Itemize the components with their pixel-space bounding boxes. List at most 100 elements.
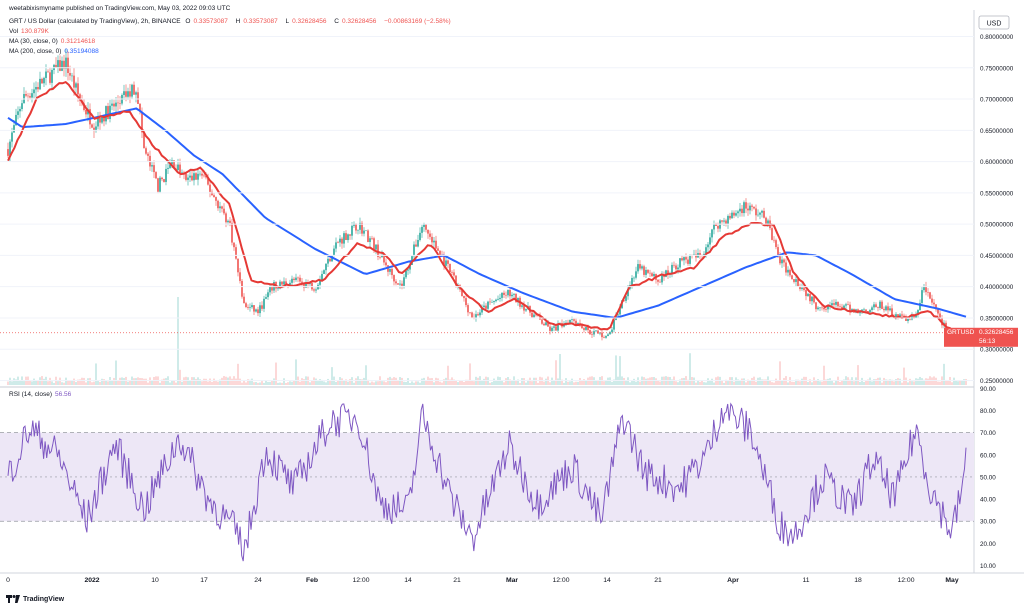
volume-bar [789, 377, 791, 385]
volume-bar [551, 377, 553, 385]
time-tick-label: 11 [802, 577, 809, 584]
volume-bar [415, 381, 417, 385]
volume-bar [697, 380, 699, 385]
volume-bar [887, 379, 889, 385]
candle-body [777, 247, 779, 257]
candle-body [811, 296, 813, 302]
candle-body [315, 289, 317, 291]
tradingview-logo[interactable]: TradingView [6, 595, 64, 603]
candle-body [391, 268, 393, 276]
candle-body [507, 289, 509, 296]
volume-bar [243, 380, 245, 385]
candle-body [357, 229, 359, 231]
candle-body [795, 279, 797, 282]
volume-bar [301, 378, 303, 385]
candle-body [209, 184, 211, 192]
volume-bar [101, 378, 103, 385]
volume-bar [161, 379, 163, 385]
volume-bar [659, 381, 661, 385]
volume-bar [181, 381, 183, 385]
candle-body [631, 277, 633, 286]
price-tick-label: 0.75000000 [980, 65, 1014, 72]
candle-body [699, 253, 701, 256]
candle-body [713, 224, 715, 230]
candle-body [673, 264, 675, 266]
candle-body [177, 164, 179, 171]
volume-bar [313, 377, 315, 385]
volume-bar [725, 379, 727, 385]
candle-body [347, 234, 349, 241]
volume-bar [623, 377, 625, 385]
volume-bar [823, 365, 825, 385]
candle-body [245, 303, 247, 307]
legend-low: L 0.32628456 [285, 18, 327, 25]
volume-bar [567, 381, 569, 385]
candle-body [217, 200, 219, 209]
volume-bar [577, 381, 579, 385]
volume-bar [191, 377, 193, 385]
candle-body [491, 302, 493, 303]
candle-body [29, 96, 31, 98]
volume-bar [239, 378, 241, 385]
candle-body [763, 210, 765, 218]
volume-bar [147, 382, 149, 385]
volume-bar [459, 380, 461, 385]
volume-bar [915, 378, 917, 385]
candle-body [15, 114, 17, 126]
volume-bar [853, 381, 855, 385]
candle-body [887, 306, 889, 311]
volume-bar [527, 379, 529, 385]
rsi-tick-label: 90.00 [980, 386, 996, 393]
candle-body [693, 254, 695, 256]
candle-body [747, 208, 749, 211]
candle-body [279, 281, 281, 289]
candle-body [247, 306, 249, 308]
volume-bar [169, 382, 171, 385]
candle-body [787, 269, 789, 273]
candle-body [617, 314, 619, 316]
candle-body [221, 206, 223, 209]
volume-bar [355, 378, 357, 385]
candle-body [37, 86, 39, 90]
candle-body [647, 269, 649, 273]
candle-body [437, 248, 439, 251]
volume-bar [629, 382, 631, 385]
candle-body [785, 262, 787, 273]
volume-bar [657, 380, 659, 385]
candle-body [715, 224, 717, 227]
candle-body [727, 215, 729, 225]
volume-bar [453, 379, 455, 385]
candle-body [233, 242, 235, 248]
legend-ma200: MA (200, close, 0) 0.35194088 [9, 48, 99, 55]
volume-bar [283, 378, 285, 385]
volume-bar [609, 377, 611, 385]
candle-body [171, 160, 173, 165]
volume-bar [727, 381, 729, 385]
candle-body [659, 281, 661, 283]
volume-bar [461, 380, 463, 385]
candle-body [717, 226, 719, 229]
candle-body [531, 312, 533, 318]
currency-badge[interactable] [978, 15, 1010, 30]
volume-bar [245, 382, 247, 385]
candle-body [403, 277, 405, 286]
candle-body [733, 212, 735, 216]
volume-bar [869, 377, 871, 385]
volume-bar [267, 381, 269, 385]
volume-bar [923, 379, 925, 385]
volume-bar [89, 377, 91, 385]
volume-bar [543, 381, 545, 385]
volume-bar [817, 379, 819, 385]
candle-body [91, 124, 93, 128]
candle-body [211, 191, 213, 196]
candle-body [505, 294, 507, 296]
volume-bar [205, 378, 207, 385]
candle-body [883, 308, 885, 311]
candle-body [431, 236, 433, 243]
candle-body [185, 173, 187, 180]
candle-body [875, 304, 877, 308]
volume-bar [759, 377, 761, 385]
time-tick-label: 17 [200, 577, 208, 584]
volume-bar [843, 379, 845, 385]
